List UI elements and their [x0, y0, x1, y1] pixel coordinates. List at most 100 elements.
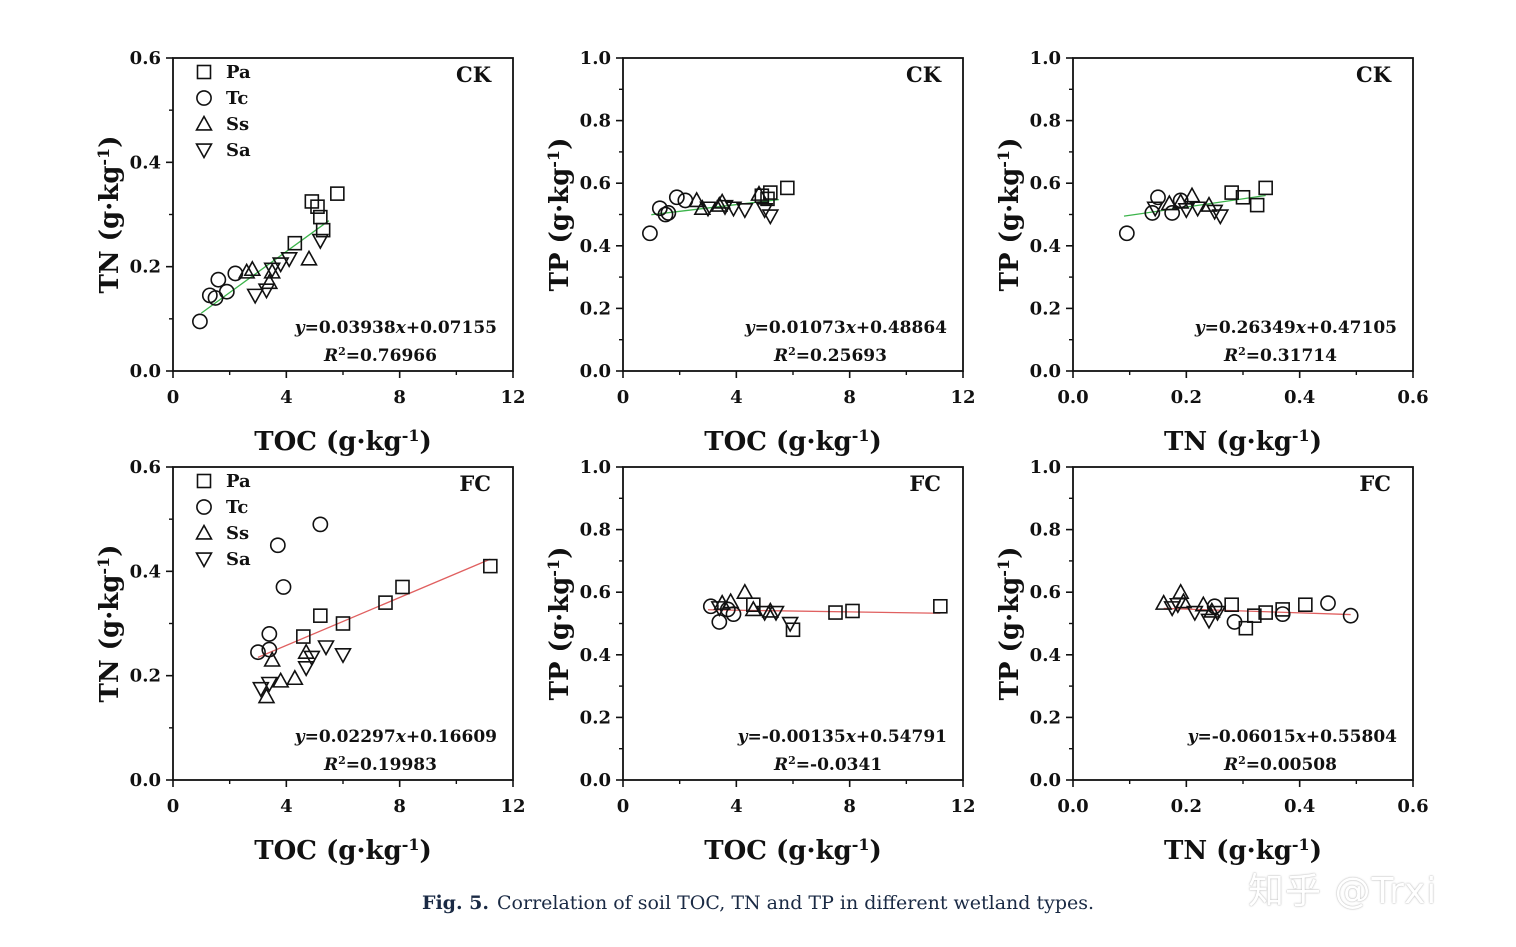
data-point-sa: [767, 605, 785, 622]
data-point-sa: [735, 203, 754, 219]
data-point-tc: [275, 579, 292, 595]
y-tick-label: 0.2: [580, 707, 611, 728]
legend-marker-tc: [196, 90, 212, 106]
legend-label-ss: Ss: [226, 523, 249, 544]
data-point-tc: [660, 205, 677, 221]
data-point-pa: [1249, 197, 1265, 213]
data-point-tc: [1150, 189, 1166, 206]
data-point-sa: [781, 616, 800, 633]
data-point-pa: [304, 194, 320, 209]
fit-r-squared: R2=0.25693: [773, 345, 887, 367]
data-point-sa: [1208, 605, 1227, 622]
data-point-ss: [260, 273, 279, 290]
x-tick-label: 0.6: [1397, 387, 1428, 408]
data-point-pa: [1275, 602, 1290, 617]
y-axis-label: TN (g·kg-1): [94, 136, 126, 294]
data-point-sa: [1168, 597, 1187, 614]
data-point-sa: [710, 601, 729, 617]
data-point-ss: [300, 249, 318, 266]
fit-line: [1123, 194, 1266, 217]
y-tick-label: 0.4: [130, 152, 161, 173]
panel-title: FC: [1359, 471, 1391, 496]
x-tick-label: 4: [730, 387, 743, 408]
legend-label-tc: Tc: [226, 497, 248, 518]
data-point-sa: [1185, 605, 1204, 622]
data-point-sa: [246, 288, 265, 305]
data-point-pa: [378, 595, 393, 610]
chart-panel-3: 0.0 0.2 0.4 0.6 0.0 0.2 0.4 0.6 0.8 1.0 TN (g·kg-1…: [994, 48, 1429, 457]
y-tick-label: 0.0: [1030, 770, 1061, 791]
x-tick-label: 12: [950, 387, 975, 408]
y-tick-label: 0.8: [1030, 111, 1061, 132]
data-point-pa: [1235, 189, 1251, 205]
panel-title: FC: [909, 471, 941, 496]
legend-label-ss: Ss: [226, 114, 249, 135]
x-tick-label: 8: [393, 796, 406, 817]
legend-marker-pa: [196, 473, 212, 489]
data-point-sa: [334, 648, 352, 664]
data-point-ss: [710, 195, 729, 212]
data-point-tc: [1118, 225, 1135, 242]
y-tick-label: 0.8: [580, 520, 611, 541]
fit-equation: y=0.03938x+0.07155: [294, 318, 497, 338]
data-point-ss: [243, 260, 262, 277]
data-point-pa: [310, 199, 325, 214]
y-tick-label: 1.0: [580, 48, 611, 69]
data-point-ss: [687, 191, 706, 208]
data-point-ss: [1202, 601, 1221, 618]
x-axis-label: TN (g·kg-1): [1164, 835, 1322, 867]
y-axis-label: TN (g·kg-1): [94, 545, 126, 703]
y-tick-label: 0.0: [130, 361, 161, 382]
data-point-ss: [263, 650, 282, 667]
y-tick-label: 0.6: [130, 48, 161, 69]
data-point-tc: [192, 313, 208, 330]
data-point-pa: [1238, 620, 1254, 636]
data-point-ss: [1194, 595, 1213, 612]
data-point-sa: [302, 650, 321, 667]
x-axis-label: TN (g·kg-1): [1164, 426, 1322, 458]
y-tick-label: 0.6: [580, 582, 611, 603]
data-point-ss: [271, 671, 290, 688]
fit-line: [707, 609, 941, 614]
legend-marker-sa: [195, 552, 213, 569]
data-point-ss: [693, 199, 712, 216]
x-tick-label: 0.0: [1057, 387, 1088, 408]
caption-text: Correlation of soil TOC, TN and TP in di…: [497, 892, 1095, 914]
data-point-tc: [210, 271, 227, 288]
y-tick-label: 0.0: [580, 361, 611, 382]
data-point-sa: [1200, 613, 1218, 630]
x-axis-label: TOC (g·kg-1): [704, 426, 882, 458]
legend-marker-sa: [195, 143, 213, 160]
data-point-ss: [1160, 194, 1179, 211]
data-point-ss: [257, 687, 276, 704]
data-point-pa: [845, 603, 860, 619]
data-point-sa: [251, 681, 270, 698]
legend-marker-ss: [195, 114, 213, 131]
y-tick-label: 0.4: [130, 561, 161, 582]
fit-line: [200, 220, 330, 314]
data-point-tc: [1144, 205, 1161, 221]
data-point-ss: [1183, 186, 1201, 203]
y-axis-label: TP (g·kg-1): [994, 547, 1026, 701]
data-point-ss: [735, 583, 754, 599]
y-tick-label: 0.4: [580, 236, 611, 257]
data-point-tc: [668, 189, 685, 206]
data-point-pa: [313, 608, 328, 623]
fit-line: [257, 558, 491, 659]
y-tick-label: 0.4: [1030, 645, 1061, 666]
data-point-pa: [1247, 608, 1262, 623]
data-point-sa: [317, 640, 335, 657]
data-point-ss: [761, 601, 780, 618]
y-tick-label: 0.0: [580, 770, 611, 791]
x-tick-label: 12: [950, 796, 975, 817]
data-point-tc: [1342, 607, 1359, 624]
data-point-ss: [1174, 592, 1193, 609]
data-point-sa: [271, 257, 290, 274]
data-point-ss: [237, 262, 256, 279]
y-tick-label: 0.4: [1030, 236, 1061, 257]
data-point-sa: [755, 605, 774, 622]
data-point-tc: [702, 598, 719, 615]
data-point-tc: [1320, 595, 1336, 612]
data-point-tc: [312, 516, 329, 533]
